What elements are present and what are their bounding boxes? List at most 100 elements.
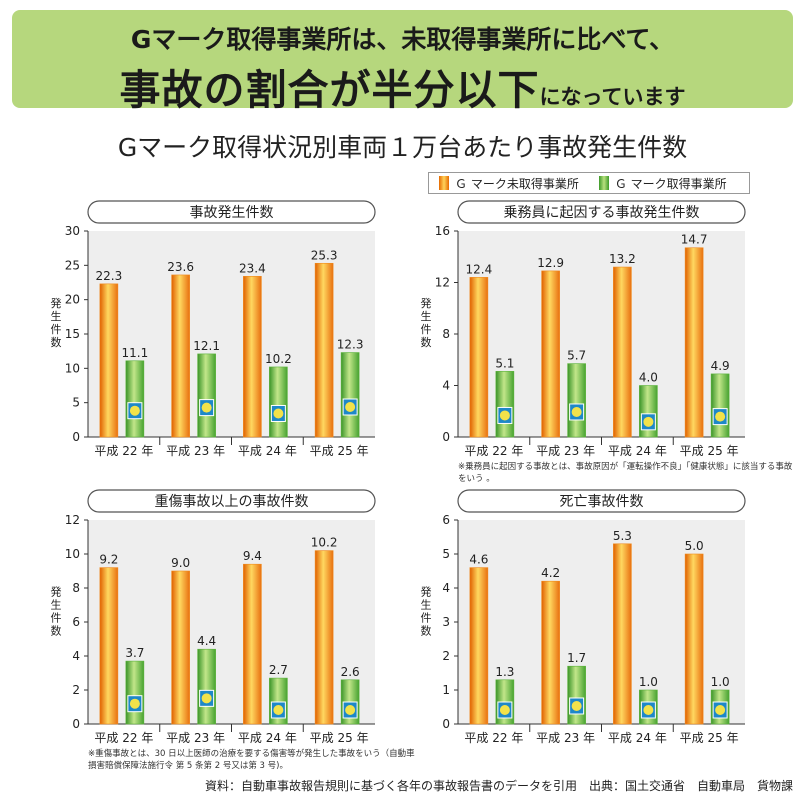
chart-panel-4: 死亡事故件数 0 1 2 3 4 5 6 発生件数 4.6 1.3 平成 22 年 4.2 1.7 平成 2… (421, 489, 746, 745)
x-tick-label: 平成 25 年 (680, 731, 739, 745)
bar-acquired (125, 660, 145, 725)
x-tick-label: 平成 22 年 (464, 444, 523, 458)
y-axis-label-char: 生 (51, 597, 62, 611)
y-axis-label-char: 生 (51, 309, 62, 323)
data-label: 5.3 (613, 529, 632, 543)
bar-acquired (269, 366, 288, 438)
data-label: 11.1 (122, 346, 149, 360)
bar-unacquired (613, 543, 632, 725)
data-label: 4.0 (639, 371, 658, 385)
g-mark-badge-icon (569, 403, 585, 421)
y-tick-label: 0 (72, 430, 80, 444)
y-tick-label: 30 (65, 224, 80, 238)
data-label: 4.4 (197, 634, 216, 648)
y-tick-label: 3 (442, 615, 450, 629)
bar-acquired (340, 679, 360, 725)
g-mark-badge-icon (569, 697, 585, 715)
banner-line-1: Gマーク取得事業所は、未取得事業所に比べて、 (130, 25, 675, 54)
g-mark-badge-dot-icon (273, 408, 284, 419)
x-tick-label: 平成 23 年 (166, 731, 225, 745)
chart-footnote: ※乗務員に起因する事故とは、事故原因が「運転操作不良」「健康状態」に該当する事故 (458, 461, 793, 472)
y-axis-label-char: 件 (51, 611, 62, 624)
bar-acquired (710, 373, 730, 438)
g-mark-badge-icon (270, 701, 286, 719)
g-mark-badge-icon (342, 398, 358, 416)
data-label: 1.3 (495, 665, 514, 679)
y-tick-label: 0 (442, 717, 450, 731)
data-label: 5.7 (567, 349, 586, 363)
data-label: 4.2 (541, 566, 560, 580)
chart-panel-2: 乗務員に起因する事故発生件数 0 4 8 12 16 発生件数 12.4 5.1 平成 22 年 1… (421, 200, 793, 484)
y-axis-label-char: 数 (421, 336, 432, 349)
g-mark-badge-dot-icon (571, 700, 582, 711)
x-tick-label: 平成 22 年 (94, 444, 153, 458)
g-mark-badge-icon (270, 404, 286, 422)
data-label: 9.4 (243, 549, 262, 563)
legend-swatch-unacquired (439, 176, 449, 190)
x-tick-label: 平成 22 年 (94, 731, 153, 745)
chart-title-box (457, 200, 746, 224)
data-label: 22.3 (96, 269, 123, 283)
x-tick-label: 平成 23 年 (536, 731, 595, 745)
g-mark-badge-icon (199, 399, 215, 417)
banner-suffix: になっています (539, 85, 686, 109)
g-mark-badge-icon (640, 413, 656, 431)
data-label: 4.9 (711, 359, 730, 373)
y-axis-label-char: 発 (51, 296, 62, 310)
legend-item-unacquired: Ｇ マーク未取得事業所 (439, 175, 579, 192)
chart-footnote: 損害賠償保障法施行令 第 5 条第 2 号又は第 3 号)。 (88, 760, 288, 771)
y-tick-label: 6 (72, 615, 80, 629)
g-mark-badge-dot-icon (129, 698, 140, 709)
legend-label-unacquired: Ｇ マーク未取得事業所 (455, 176, 579, 191)
g-mark-badge-dot-icon (715, 705, 726, 715)
x-tick-label: 平成 25 年 (310, 731, 369, 745)
bar-acquired (639, 689, 658, 725)
bar-acquired (340, 352, 360, 438)
bar-acquired (710, 689, 730, 725)
data-label: 10.2 (311, 536, 338, 550)
y-tick-label: 8 (442, 327, 450, 341)
g-mark-badge-icon (497, 701, 513, 719)
plot-area (458, 520, 745, 724)
banner-emphasis: 事故の割合が半分以下 (119, 66, 540, 114)
data-label: 9.0 (171, 556, 190, 570)
y-axis-label-char: 件 (421, 323, 432, 336)
y-tick-label: 5 (72, 396, 80, 410)
data-label: 25.3 (311, 248, 338, 262)
data-label: 12.1 (193, 339, 220, 353)
y-tick-label: 6 (442, 513, 450, 527)
bar-acquired (197, 353, 216, 438)
bar-unacquired (243, 276, 262, 438)
source-credit: 資料：自動車事故報告規則に基づく各年の事故報告書のデータを引用 出典：国土交通省… (204, 779, 793, 793)
y-axis-label-char: 数 (51, 336, 62, 349)
bar-acquired (125, 360, 145, 438)
data-label: 12.9 (537, 256, 564, 270)
y-tick-label: 20 (65, 293, 80, 307)
g-mark-badge-icon (199, 689, 215, 707)
bar-unacquired (684, 553, 704, 725)
bar-unacquired (99, 567, 119, 725)
chart-title-box (457, 489, 746, 513)
x-tick-label: 平成 25 年 (310, 444, 369, 458)
bar-unacquired (541, 270, 560, 438)
g-mark-badge-dot-icon (273, 705, 284, 715)
data-label: 4.6 (469, 553, 488, 567)
chart-footnote: ※重傷事故とは、30 日以上医師の治療を要する傷害等が発生した事故をいう（自動車 (88, 748, 415, 759)
y-tick-label: 5 (442, 547, 450, 561)
bar-acquired (567, 363, 586, 438)
bar-acquired (269, 677, 288, 725)
data-label: 1.7 (567, 651, 586, 665)
data-label: 23.6 (167, 260, 194, 274)
bar-acquired (495, 371, 515, 438)
data-label: 10.2 (265, 352, 292, 366)
y-tick-label: 0 (442, 430, 450, 444)
chart-footnote: をいう 。 (458, 474, 495, 484)
y-axis-label-char: 数 (421, 624, 432, 637)
y-tick-label: 2 (72, 683, 80, 697)
g-mark-badge-dot-icon (201, 693, 212, 704)
y-axis-label-char: 生 (421, 309, 432, 323)
bar-acquired (197, 648, 216, 725)
data-label: 3.7 (125, 646, 144, 660)
bar-unacquired (171, 570, 190, 725)
data-label: 14.7 (681, 233, 708, 247)
